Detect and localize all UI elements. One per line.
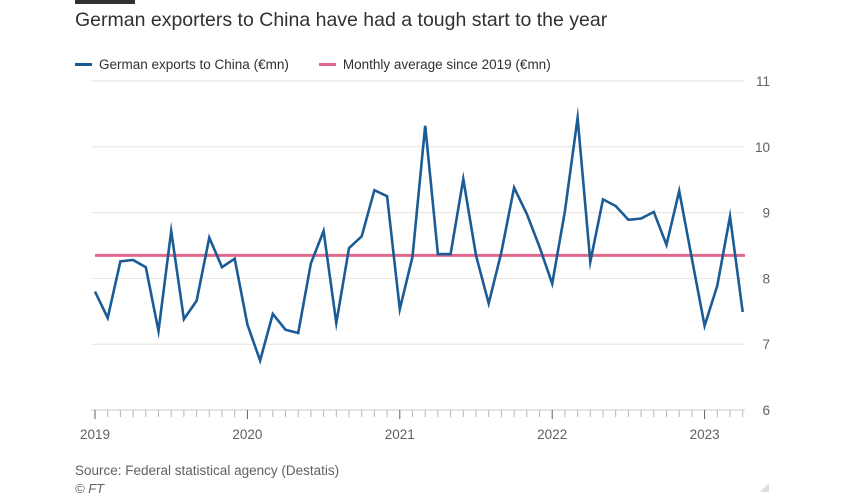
legend-item-exports: German exports to China (€mn) bbox=[75, 57, 289, 72]
series bbox=[93, 106, 745, 365]
legend: German exports to China (€mn) Monthly av… bbox=[75, 57, 581, 72]
y-tick-label: 6 bbox=[762, 403, 770, 418]
legend-swatch-average bbox=[318, 63, 336, 66]
series-line-exports bbox=[93, 106, 744, 365]
y-tick-label: 11 bbox=[756, 74, 770, 89]
x-tick-label: 2020 bbox=[232, 427, 262, 442]
y-tick-label: 10 bbox=[755, 140, 770, 155]
x-tick-label: 2022 bbox=[537, 427, 567, 442]
ft-brand-bar bbox=[75, 0, 135, 4]
y-tick-label: 9 bbox=[762, 206, 770, 221]
corner-fold-icon bbox=[760, 483, 769, 492]
legend-swatch-exports bbox=[75, 63, 92, 66]
ft-credit: © FT bbox=[75, 481, 105, 496]
y-tick-label: 8 bbox=[762, 271, 770, 286]
x-tick-label: 2023 bbox=[690, 427, 720, 442]
x-tick-label: 2021 bbox=[385, 427, 415, 442]
source-note: Source: Federal statistical agency (Dest… bbox=[75, 463, 340, 478]
chart-title: German exporters to China have had a tou… bbox=[75, 9, 608, 31]
legend-item-average: Monthly average since 2019 (€mn) bbox=[318, 57, 551, 72]
y-axis-labels: 6 7 8 9 10 11 bbox=[755, 74, 770, 418]
x-tick-label: 2019 bbox=[80, 427, 110, 442]
legend-label-exports: German exports to China (€mn) bbox=[99, 57, 289, 72]
legend-label-average: Monthly average since 2019 (€mn) bbox=[342, 57, 551, 72]
y-tick-label: 7 bbox=[762, 337, 770, 352]
x-axis: 2019 2020 2021 2022 2023 bbox=[80, 409, 745, 442]
